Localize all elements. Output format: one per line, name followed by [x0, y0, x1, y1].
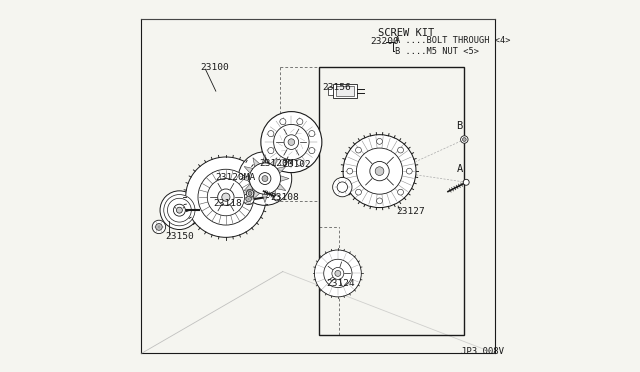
Text: A: A [456, 164, 463, 174]
Circle shape [168, 198, 191, 222]
Bar [336, 86, 355, 96]
Text: 23200: 23200 [370, 37, 399, 46]
Circle shape [356, 189, 362, 195]
Text: 23108: 23108 [270, 193, 299, 202]
Text: 23120MA: 23120MA [215, 173, 255, 182]
Polygon shape [270, 190, 277, 199]
Circle shape [164, 195, 195, 226]
Polygon shape [253, 158, 260, 167]
Text: SCREW KIT: SCREW KIT [378, 28, 435, 38]
Circle shape [376, 138, 383, 144]
Circle shape [160, 191, 199, 230]
Circle shape [207, 179, 244, 216]
Text: 23156: 23156 [323, 83, 351, 92]
Circle shape [259, 173, 271, 185]
Circle shape [248, 192, 252, 195]
Circle shape [461, 136, 468, 143]
Circle shape [198, 169, 254, 225]
Polygon shape [277, 184, 286, 190]
Circle shape [177, 207, 182, 213]
Text: JP3 008V: JP3 008V [461, 347, 504, 356]
Polygon shape [241, 176, 250, 182]
Circle shape [288, 139, 294, 145]
Circle shape [186, 157, 266, 237]
Text: 23120M: 23120M [259, 159, 294, 168]
Circle shape [356, 147, 362, 153]
Circle shape [308, 148, 315, 154]
Polygon shape [262, 194, 268, 203]
Circle shape [356, 148, 403, 194]
Circle shape [308, 131, 315, 137]
Bar [328, 87, 333, 95]
Polygon shape [280, 176, 289, 182]
Circle shape [246, 196, 252, 202]
Circle shape [397, 147, 403, 153]
Circle shape [463, 138, 466, 141]
Circle shape [375, 167, 384, 176]
Circle shape [347, 168, 353, 174]
Circle shape [243, 193, 254, 205]
Text: A ....BOLT THROUGH <4>: A ....BOLT THROUGH <4> [395, 36, 511, 45]
Circle shape [218, 189, 234, 205]
Polygon shape [262, 154, 268, 163]
Polygon shape [270, 158, 277, 167]
Circle shape [238, 152, 292, 205]
Circle shape [262, 176, 268, 182]
Circle shape [152, 220, 166, 234]
Text: 23124: 23124 [326, 279, 355, 288]
Circle shape [463, 179, 469, 185]
Text: B ....M5 NUT <5>: B ....M5 NUT <5> [395, 47, 479, 56]
Polygon shape [244, 184, 253, 190]
Circle shape [261, 112, 322, 173]
Polygon shape [277, 167, 286, 173]
Circle shape [335, 270, 341, 276]
Circle shape [246, 190, 254, 197]
Text: 23102: 23102 [283, 160, 312, 169]
Circle shape [397, 189, 403, 195]
Polygon shape [253, 190, 260, 199]
Circle shape [284, 135, 299, 150]
Circle shape [324, 259, 352, 288]
Circle shape [376, 198, 383, 204]
Circle shape [274, 195, 280, 201]
Circle shape [333, 177, 352, 197]
Circle shape [173, 204, 186, 216]
Circle shape [297, 160, 303, 166]
Text: 23100: 23100 [200, 63, 229, 72]
Circle shape [314, 250, 362, 297]
Circle shape [250, 163, 280, 194]
Text: 23118: 23118 [213, 199, 242, 208]
Circle shape [343, 135, 416, 208]
Circle shape [268, 148, 274, 154]
Circle shape [268, 131, 274, 137]
Circle shape [274, 124, 309, 160]
Bar [333, 84, 357, 98]
Circle shape [297, 119, 303, 125]
Circle shape [370, 161, 389, 181]
Circle shape [332, 267, 344, 279]
Circle shape [156, 224, 163, 230]
Circle shape [280, 160, 286, 166]
Polygon shape [244, 167, 253, 173]
Bar [319, 67, 464, 335]
Circle shape [406, 168, 412, 174]
Circle shape [280, 119, 286, 125]
Text: 23127: 23127 [396, 207, 424, 216]
Circle shape [337, 182, 347, 192]
Circle shape [337, 182, 348, 192]
Text: B: B [456, 121, 463, 131]
Text: 23150: 23150 [165, 232, 194, 241]
Circle shape [222, 193, 230, 201]
